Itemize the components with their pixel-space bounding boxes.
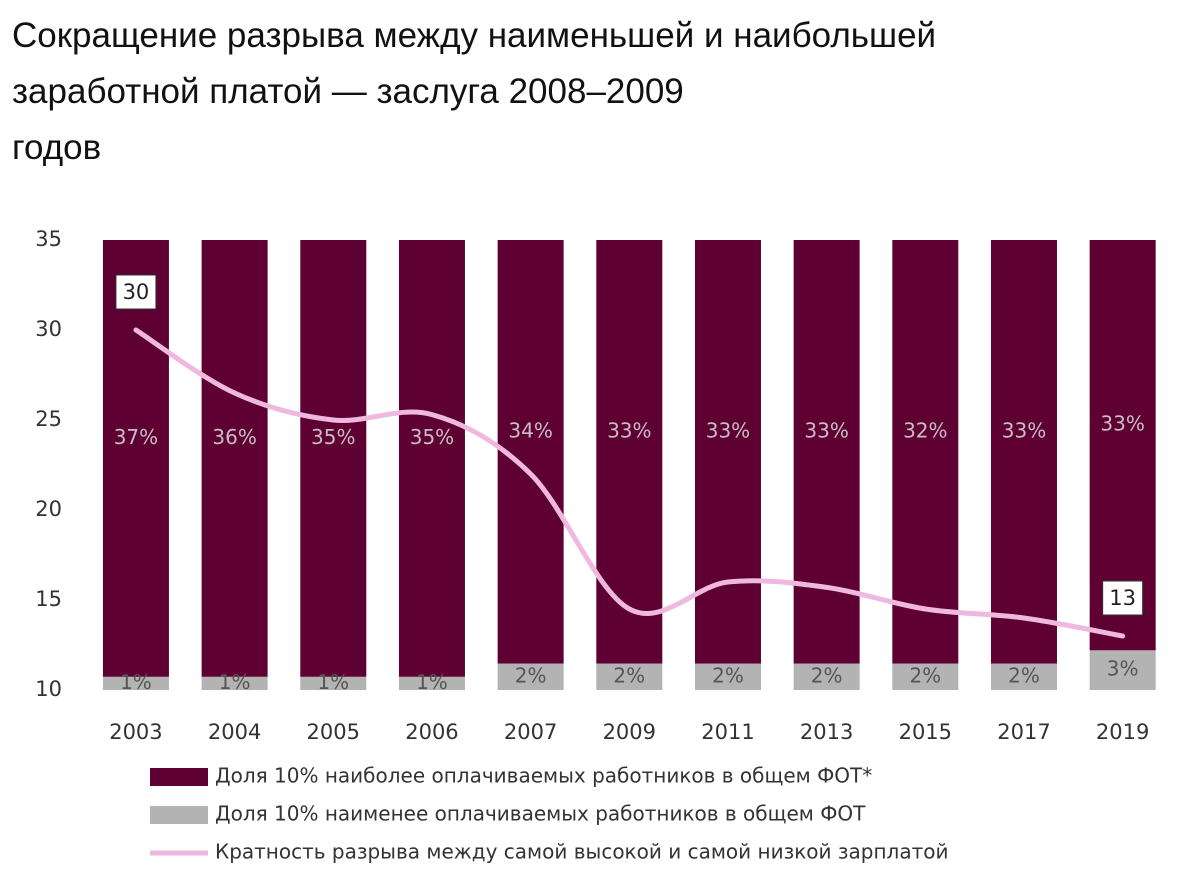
bar-label: 1% — [317, 670, 349, 694]
x-tick-label: 2009 — [603, 720, 656, 744]
y-tick-label: 15 — [35, 587, 62, 611]
bar — [793, 240, 860, 664]
x-tick-label: 2006 — [405, 720, 458, 744]
data-label: 30 — [123, 280, 150, 304]
bar-label: 2% — [909, 663, 941, 687]
bar — [694, 240, 761, 664]
x-tick-label: 2007 — [504, 720, 557, 744]
data-label: 13 — [1109, 586, 1136, 610]
bar-label: 35% — [410, 425, 454, 449]
bar — [694, 663, 761, 690]
bar-label: 36% — [212, 425, 256, 449]
bar-label: 32% — [903, 418, 947, 442]
bar-label: 33% — [706, 418, 750, 442]
y-tick-label: 30 — [35, 317, 62, 341]
y-tick-label: 25 — [35, 407, 62, 431]
bar — [596, 240, 663, 664]
bar — [990, 663, 1057, 690]
bar — [990, 240, 1057, 664]
x-tick-label: 2019 — [1096, 720, 1149, 744]
bar-label: 34% — [508, 418, 552, 442]
bar-label: 33% — [607, 418, 651, 442]
x-tick-label: 2013 — [800, 720, 853, 744]
bar-label: 1% — [416, 670, 448, 694]
bar — [201, 240, 268, 677]
legend-label: Доля 10% наиболее оплачиваемых работнико… — [215, 764, 872, 788]
bar — [892, 240, 959, 664]
bar-label: 37% — [114, 425, 158, 449]
title-line: годов — [12, 128, 102, 167]
x-tick-label: 2005 — [307, 720, 360, 744]
x-tick-label: 2015 — [899, 720, 952, 744]
bar-label: 2% — [811, 663, 843, 687]
y-tick-label: 35 — [35, 227, 62, 251]
bar-label: 2% — [515, 663, 547, 687]
legend-label: Доля 10% наименее оплачиваемых работнико… — [215, 802, 866, 826]
bar-label: 2% — [613, 663, 645, 687]
bar — [892, 663, 959, 690]
bar-label: 33% — [1002, 418, 1046, 442]
data-label-box — [115, 274, 157, 310]
title-line: заработной платой — заслуга 2008–2009 — [12, 72, 684, 111]
chart-title: Сокращение разрыва между наименьшей и на… — [12, 8, 936, 176]
bar — [102, 240, 169, 677]
data-label-box — [1102, 580, 1144, 616]
bar-label: 35% — [311, 425, 355, 449]
bar-label: 33% — [804, 418, 848, 442]
x-tick-label: 2004 — [208, 720, 261, 744]
x-tick-label: 2011 — [701, 720, 754, 744]
y-tick-label: 20 — [35, 497, 62, 521]
bar — [398, 240, 465, 677]
legend-swatch — [150, 806, 208, 824]
bar — [102, 676, 169, 690]
bar-label: 2% — [1008, 663, 1040, 687]
bar-label: 1% — [120, 670, 152, 694]
bar — [596, 663, 663, 690]
y-tick-label: 10 — [35, 677, 62, 701]
bar — [793, 663, 860, 690]
bar — [201, 676, 268, 690]
bar-label: 33% — [1100, 412, 1144, 436]
bar — [300, 240, 367, 677]
bar-label: 2% — [712, 663, 744, 687]
bar — [398, 676, 465, 690]
x-tick-label: 2017 — [997, 720, 1050, 744]
bars — [102, 240, 1156, 690]
title-line: Сокращение разрыва между наименьшей и на… — [12, 16, 937, 55]
bar — [300, 676, 367, 690]
bar — [497, 663, 564, 690]
legend-swatch — [150, 768, 208, 786]
bar-label: 1% — [219, 670, 251, 694]
line — [133, 327, 1126, 639]
legend-label: Кратность разрыва между самой высокой и … — [215, 840, 948, 864]
bar — [1089, 650, 1156, 690]
x-tick-label: 2003 — [109, 720, 162, 744]
bar-label: 3% — [1107, 657, 1139, 681]
